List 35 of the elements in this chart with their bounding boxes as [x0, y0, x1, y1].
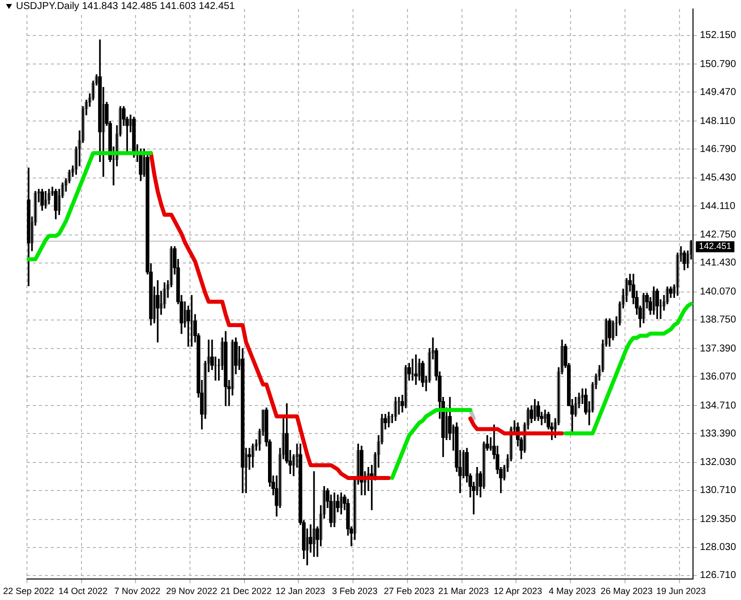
y-tick-label: 129.350	[700, 514, 736, 526]
x-tick-label: 7 Nov 2022	[114, 586, 160, 596]
x-tick-label: 12 Apr 2023	[494, 586, 542, 596]
x-tick-label: 3 Feb 2023	[332, 586, 378, 596]
y-tick-label: 140.070	[700, 286, 736, 298]
y-tick-label: 149.470	[700, 86, 736, 98]
y-tick-label: 152.150	[700, 30, 736, 42]
y-tick-label: 150.790	[700, 58, 736, 70]
chart-title: USDJPY.Daily 141.843 142.485 141.603 142.451	[16, 1, 235, 12]
y-tick-label: 134.710	[700, 400, 736, 412]
x-tick-label: 21 Dec 2022	[220, 586, 272, 596]
x-tick-label: 12 Jan 2023	[276, 586, 326, 596]
y-tick-label: 126.710	[700, 570, 736, 582]
y-tick-label: 133.390	[700, 428, 736, 440]
x-tick-label: 27 Feb 2023	[384, 586, 434, 596]
y-tick-label: 148.110	[700, 116, 736, 127]
y-tick-label: 136.070	[700, 371, 736, 382]
y-tick-label: 132.030	[700, 457, 736, 468]
y-tick-label: 137.390	[700, 343, 736, 354]
y-tick-label: 138.750	[700, 314, 736, 326]
y-tick-label: 146.790	[700, 144, 736, 155]
y-tick-label: 141.430	[700, 258, 736, 269]
x-tick-label: 19 Jun 2023	[656, 586, 706, 596]
x-tick-label: 26 May 2023	[600, 586, 653, 596]
x-tick-label: 14 Oct 2022	[58, 586, 108, 596]
x-tick-label: 22 Sep 2022	[3, 586, 54, 596]
ref-line-label: 142.451	[698, 241, 732, 252]
y-tick-label: 142.750	[700, 230, 736, 241]
y-tick-label: 130.710	[700, 485, 736, 496]
y-tick-label: 145.430	[700, 172, 736, 184]
y-tick-label: 144.110	[700, 200, 736, 212]
x-tick-label: 29 Nov 2022	[166, 586, 218, 596]
x-tick-label: 21 Mar 2023	[438, 586, 489, 596]
x-tick-label: 4 May 2023	[548, 586, 596, 596]
y-tick-label: 128.030	[700, 542, 736, 554]
